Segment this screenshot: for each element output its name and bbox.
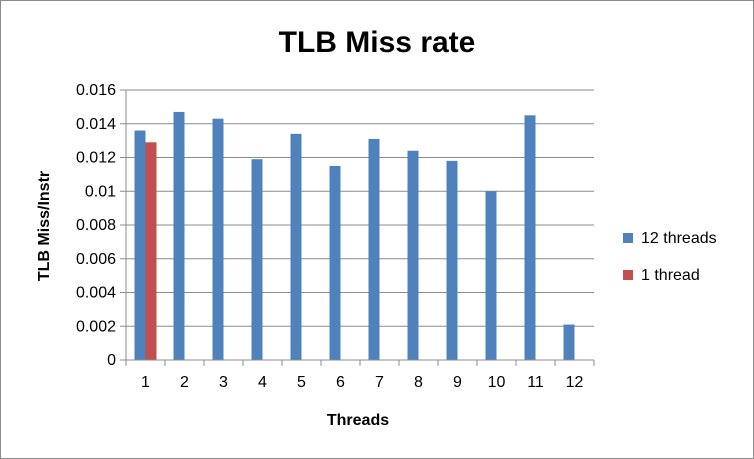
y-axis-title: TLB Miss/Instr bbox=[36, 171, 53, 281]
legend: 12 threads 1 thread bbox=[623, 230, 717, 284]
x-tick-label: 5 bbox=[297, 374, 306, 391]
x-tick-label: 10 bbox=[488, 374, 506, 391]
axes bbox=[125, 90, 595, 366]
x-tick-label: 7 bbox=[375, 374, 384, 391]
x-tick-label: 2 bbox=[180, 374, 189, 391]
bar-12-threads-5 bbox=[290, 133, 302, 360]
x-tick-label: 9 bbox=[453, 374, 462, 391]
bar-12-threads-4 bbox=[251, 159, 263, 360]
bar-12-threads-2 bbox=[173, 111, 185, 360]
y-tick-label: 0 bbox=[107, 352, 116, 369]
y-tick-label: 0.014 bbox=[76, 116, 116, 133]
bars bbox=[134, 111, 575, 360]
x-tick-label: 11 bbox=[527, 374, 544, 391]
bar-12-threads-1 bbox=[134, 130, 146, 360]
bar-1-thread-1 bbox=[145, 142, 157, 360]
bar-12-threads-11 bbox=[524, 115, 536, 360]
y-tick-label: 0.004 bbox=[76, 285, 116, 302]
y-tick-label: 0.008 bbox=[76, 217, 116, 234]
y-tick-label: 0.002 bbox=[76, 318, 116, 335]
y-tick-labels: 0 0.002 0.004 0.006 0.008 0.01 0.012 0.014 0.016 bbox=[76, 82, 116, 369]
bar-12-threads-9 bbox=[446, 160, 458, 360]
x-tick-labels: 1 2 3 4 5 6 7 8 9 10 11 12 bbox=[141, 374, 583, 391]
bar-12-threads-6 bbox=[329, 165, 341, 360]
x-axis-title: Threads bbox=[327, 412, 389, 429]
x-tick-label: 6 bbox=[336, 374, 345, 391]
legend-swatch bbox=[623, 270, 633, 280]
x-tick-label: 4 bbox=[258, 374, 267, 391]
legend-label: 12 threads bbox=[641, 230, 717, 247]
chart-title: TLB Miss rate bbox=[279, 26, 476, 59]
bar-12-threads-8 bbox=[407, 150, 419, 360]
gridlines bbox=[120, 89, 594, 361]
bar-12-threads-7 bbox=[368, 138, 380, 360]
bar-12-threads-10 bbox=[485, 191, 497, 360]
bar-12-threads-3 bbox=[212, 118, 224, 360]
x-tick-label: 12 bbox=[566, 374, 584, 391]
x-tick-label: 8 bbox=[414, 374, 423, 391]
bar-12-threads-12 bbox=[563, 324, 575, 360]
x-tick-label: 1 bbox=[141, 374, 150, 391]
legend-label: 1 thread bbox=[641, 267, 700, 284]
x-tick-label: 3 bbox=[219, 374, 228, 391]
y-tick-label: 0.01 bbox=[85, 183, 116, 200]
y-tick-label: 0.012 bbox=[76, 150, 116, 167]
legend-swatch bbox=[623, 233, 633, 243]
y-tick-label: 0.006 bbox=[76, 251, 116, 268]
y-tick-label: 0.016 bbox=[76, 82, 116, 99]
